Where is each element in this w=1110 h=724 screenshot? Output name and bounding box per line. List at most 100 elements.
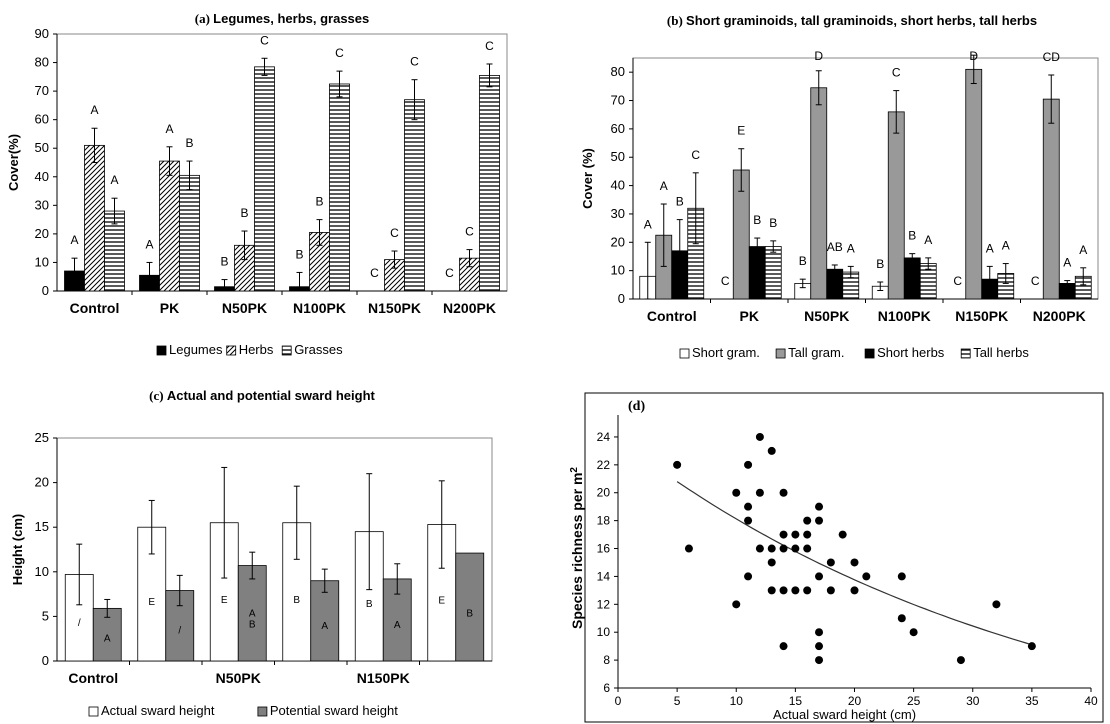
y-tick-label: 18 [597,514,611,528]
significance-letter: B [769,216,777,230]
bar [1042,98,1060,300]
panel-d-chart: (d) 6 8 10 12 14 16 18 20 22 24 0 5 10 15 20 25 30 35 40 Act… [569,392,1104,723]
x-tick-label: Control [647,308,697,324]
scatter-point [815,642,824,651]
significance-letter: B [249,620,256,631]
legend-swatch [960,348,971,359]
scatter-point [744,460,753,469]
y-tick-label: 15 [35,519,49,534]
significance-letter: A [70,233,78,247]
scatter-point [673,460,682,469]
significance-letter: B [466,608,473,619]
legend-label: Tall gram. [788,345,844,360]
y-tick-label: 70 [35,83,49,98]
significance-letter: A [1002,239,1010,253]
y-tick-label: 5 [42,608,49,623]
legend-label: Short gram. [692,345,760,360]
x-tick-label: 0 [615,694,622,708]
legend-swatch [775,348,786,359]
significance-letter: / [78,618,81,629]
legend-label: Actual sward height [101,703,215,718]
significance-letter: A [924,233,932,247]
y-tick-label: 20 [611,234,625,249]
significance-letter: B [240,206,248,220]
bar [159,160,180,292]
scatter-point [744,516,753,525]
scatter-point [803,530,812,539]
significance-letter: AB [827,240,843,254]
bar [254,66,275,292]
scatter-point [779,642,788,651]
y-tick-label: 90 [35,26,49,41]
significance-letter: A [249,609,256,620]
scatter-point [767,446,776,455]
y-tick-label: 60 [611,121,625,136]
significance-letter: / [178,625,181,636]
scatter-point [732,488,741,497]
legend-label: Potential sward height [270,703,398,718]
significance-letter: A [1079,243,1087,257]
scatter-point [791,544,800,553]
y-axis-label: Cover(%) [6,134,21,191]
y-tick-label: 30 [611,206,625,221]
scatter-point [767,544,776,553]
x-tick-label: N200PK [443,300,496,316]
significance-letter: C [335,46,344,60]
x-tick-label: N50PK [804,308,849,324]
bar [887,111,905,300]
y-tick-label: 40 [35,169,49,184]
y-tick-label: 30 [35,197,49,212]
y-tick-label: 50 [611,149,625,164]
scatter-point [803,516,812,525]
x-tick-label: 25 [907,694,921,708]
bar [404,99,425,292]
scatter-point [815,656,824,665]
y-tick-label: 6 [603,681,610,695]
legend-label: Short herbs [877,345,945,360]
x-tick-label: Control [68,670,118,686]
x-tick-label: PK [740,308,759,324]
y-tick-label: 20 [35,475,49,490]
bar [903,257,921,300]
y-axis-label: Cover (%) [580,148,595,209]
significance-letter: C [390,226,399,240]
scatter-point [755,432,764,441]
scatter-point [791,586,800,595]
significance-letter: A [165,122,173,136]
y-tick-label: 22 [597,458,611,472]
legend-swatch [281,345,292,356]
panel-d-label: (d) [628,399,645,414]
significance-letter: A [1063,256,1071,270]
bar [965,68,983,300]
y-tick-label: 14 [597,569,611,583]
x-tick-label: N100PK [878,308,931,324]
scatter-point [850,558,859,567]
significance-letter: B [908,229,916,243]
scatter-point [744,502,753,511]
x-tick-label: 10 [730,694,744,708]
y-axis-label: Height (cm) [10,514,25,586]
significance-letter: B [293,595,300,606]
scatter-point [826,558,835,567]
y-tick-label: 10 [35,254,49,269]
y-tick-label: 0 [42,283,49,298]
significance-letter: B [185,136,193,150]
bar [764,246,782,300]
scatter-point [815,628,824,637]
scatter-point [862,572,871,581]
significance-letter: B [220,255,228,269]
significance-letter: B [753,213,761,227]
y-tick-label: 40 [611,178,625,193]
scatter-point [803,586,812,595]
scatter-point [956,656,965,665]
bar [455,552,485,662]
y-tick-label: 80 [35,55,49,70]
x-tick-label: N50PK [222,300,267,316]
significance-letter: C [691,148,700,162]
legend-label: Herbs [239,342,274,357]
significance-letter: C [370,266,379,280]
x-tick-label: 20 [848,694,862,708]
scatter-point [732,600,741,609]
legend-swatch [226,345,237,356]
bar [479,75,500,292]
